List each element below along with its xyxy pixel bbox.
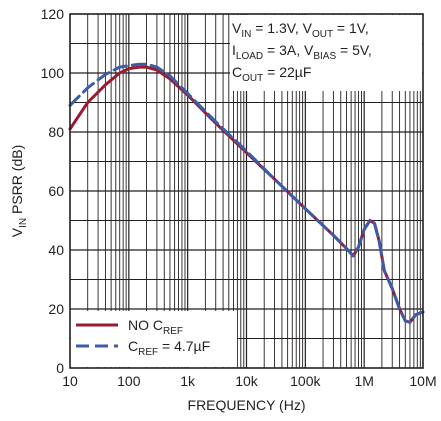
- x-tick-label: 1M: [354, 373, 373, 389]
- y-tick-label: 40: [48, 242, 64, 258]
- y-tick-label: 100: [41, 65, 65, 81]
- y-tick-label: 80: [48, 124, 64, 140]
- legend-background: [71, 311, 237, 367]
- x-tick-label: 100k: [290, 373, 321, 389]
- legend-label: CREF = 4.7µF: [128, 338, 210, 358]
- conditions-annotation: VIN = 1.3V, VOUT = 1V,ILOAD = 3A, VBIAS …: [232, 20, 372, 84]
- x-tick-label: 10M: [409, 373, 436, 389]
- conditions-background: [230, 15, 422, 91]
- y-tick-label: 0: [56, 360, 64, 376]
- y-tick-label: 60: [48, 183, 64, 199]
- plot-frame: [69, 13, 424, 369]
- x-tick-label: 10k: [235, 373, 259, 389]
- x-tick-label: 1k: [180, 373, 196, 389]
- tick-labels: 10 100 1k 10k 100k 1M 10M 0 20 40 60 80 100 120: [41, 6, 437, 389]
- x-tick-label: 100: [117, 373, 141, 389]
- x-tick-label: 10: [62, 373, 78, 389]
- conditions-line: VIN = 1.3V, VOUT = 1V,: [232, 20, 369, 40]
- conditions-line: ILOAD = 3A, VBIAS = 5V,: [232, 42, 372, 62]
- conditions-line: COUT = 22µF: [232, 64, 311, 84]
- y-axis-label: VIN PSRR (dB): [9, 145, 29, 237]
- series-lines: [68, 62, 425, 324]
- legend-label: NO CREF: [128, 317, 183, 337]
- y-tick-label: 20: [48, 301, 64, 317]
- y-tick-label: 120: [41, 6, 65, 22]
- series-line-cref-4-7uf: [68, 62, 425, 324]
- x-axis-label: FREQUENCY (Hz): [188, 397, 306, 413]
